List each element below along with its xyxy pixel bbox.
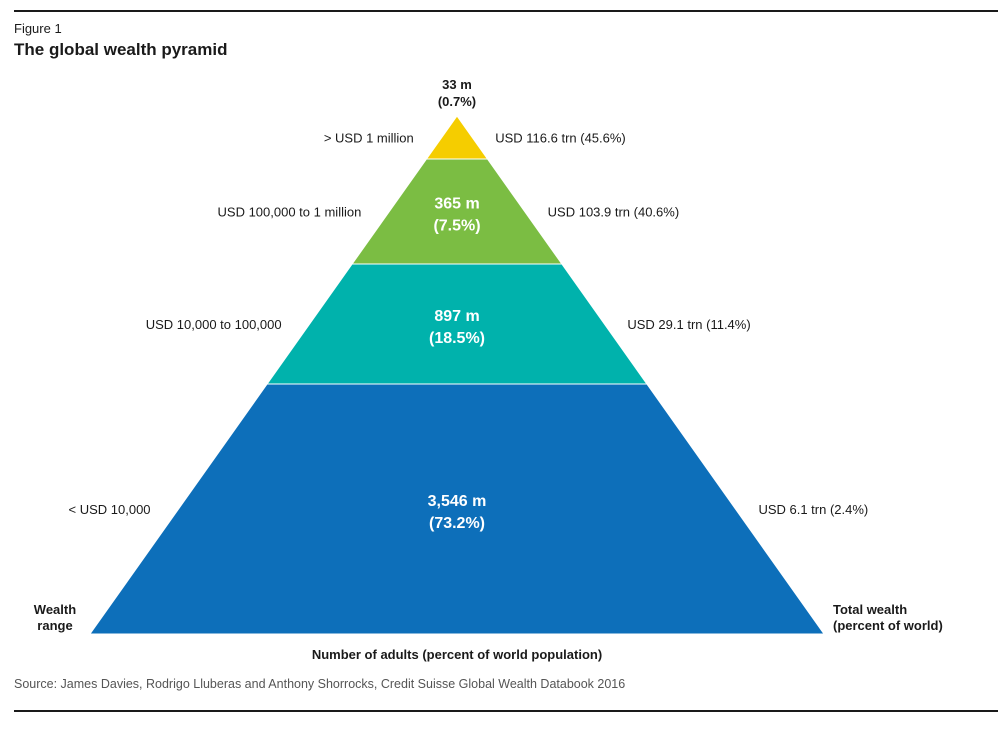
pyramid-labels: > USD 1 million USD 116.6 trn (45.6%) 33 m… [69, 77, 869, 532]
pyramid-tiers [89, 115, 825, 635]
right-axis-label: Total wealth (percent of world) [833, 602, 943, 633]
total-wealth-label: USD 29.1 trn (11.4%) [627, 317, 750, 332]
total-wealth-label: USD 116.6 trn (45.6%) [495, 131, 626, 146]
adults-percent-label: (0.7%) [438, 94, 476, 109]
top-rule [14, 10, 998, 12]
adults-count-label: 897 m [434, 308, 479, 325]
wealth-range-label: < USD 10,000 [69, 502, 151, 517]
pyramid-tier-4 [89, 383, 825, 635]
adults-percent-label: (18.5%) [429, 330, 485, 347]
x-axis-label: Number of adults (percent of world popul… [312, 647, 602, 662]
wealth-range-label: USD 10,000 to 100,000 [146, 317, 282, 332]
total-wealth-label: USD 103.9 trn (40.6%) [548, 205, 680, 220]
figure-title: The global wealth pyramid [14, 40, 228, 59]
left-axis-label: Wealth range [34, 602, 76, 633]
adults-count-label: 365 m [434, 196, 479, 213]
bottom-rule [14, 710, 998, 712]
adults-percent-label: (7.5%) [433, 218, 480, 235]
adults-count-label: 33 m [442, 77, 472, 92]
wealth-range-label: USD 100,000 to 1 million [218, 205, 362, 220]
wealth-range-label: > USD 1 million [324, 131, 414, 146]
figure-label: Figure 1 [14, 21, 62, 36]
total-wealth-label: USD 6.1 trn (2.4%) [758, 502, 868, 517]
source-note: Source: James Davies, Rodrigo Lluberas a… [14, 677, 626, 691]
adults-percent-label: (73.2%) [429, 515, 485, 532]
pyramid-tier-1 [425, 115, 489, 160]
adults-count-label: 3,546 m [428, 493, 487, 510]
